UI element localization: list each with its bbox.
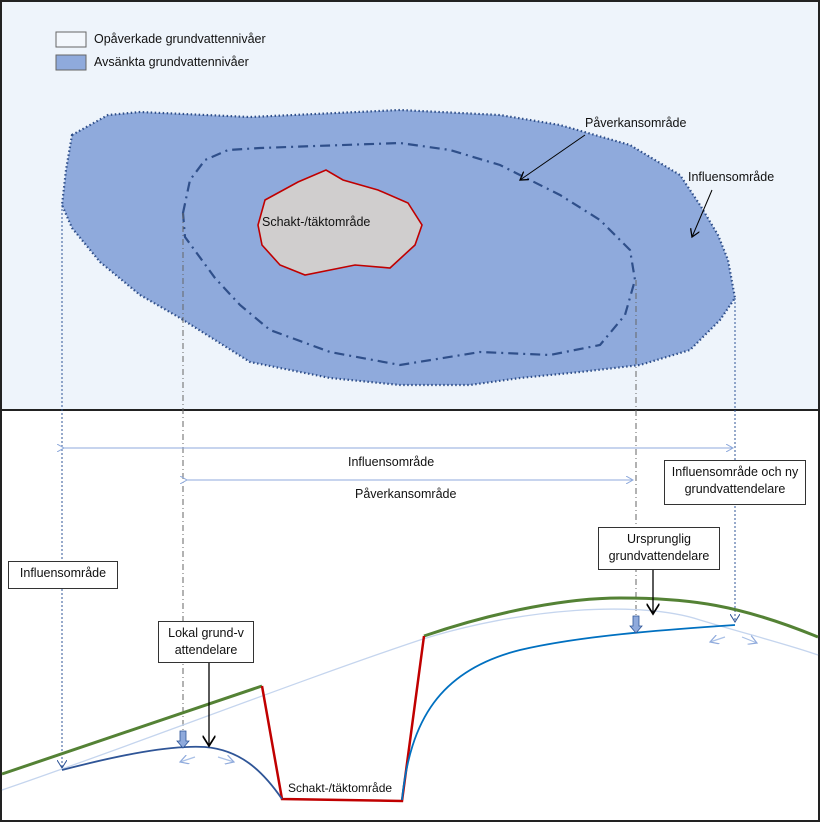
ground-surface-left	[1, 684, 263, 776]
influence-area-pointer	[692, 189, 713, 237]
legend-swatch-unaffected	[55, 31, 87, 48]
original-groundwater-line	[1, 608, 819, 791]
left-influence-box: Influensområde	[8, 561, 118, 589]
flow-arrow	[217, 757, 234, 762]
drawdown-arrow-left	[176, 730, 190, 749]
plan-excavation-label: Schakt-/täktområde	[262, 215, 371, 229]
plan-impact-area-label: Påverkansområde	[585, 116, 687, 130]
ground-surface-right	[423, 596, 819, 639]
impact-area-pointer	[520, 134, 586, 180]
drawdown-arrow-right	[629, 615, 643, 634]
section-excavation-label: Schakt-/täktområde	[288, 781, 393, 795]
impact-area-boundary	[181, 141, 637, 367]
legend-label-unaffected: Opåverkade grundvattennivåer	[94, 32, 266, 46]
flow-arrow	[741, 637, 757, 643]
excavation-profile	[260, 635, 426, 803]
plan-influence-area-label: Influensområde	[688, 170, 775, 184]
influence-span-label: Influensområde	[348, 455, 435, 469]
impact-span-label: Påverkansområde	[355, 487, 457, 501]
flow-arrow	[710, 637, 726, 642]
lowered-groundwater-right	[401, 624, 736, 801]
excavation-area-shape	[257, 169, 423, 276]
original-divide-box: Ursprunglig grundvattendelare	[598, 527, 720, 570]
right-influence-box: Influensområde och ny grundvattendelare	[664, 460, 806, 505]
local-divide-box: Lokal grund-vattendelare	[158, 621, 254, 663]
legend-label-lowered: Avsänkta grundvattennivåer	[94, 55, 249, 69]
flow-arrow	[180, 757, 196, 762]
legend-swatch-lowered	[55, 54, 87, 71]
